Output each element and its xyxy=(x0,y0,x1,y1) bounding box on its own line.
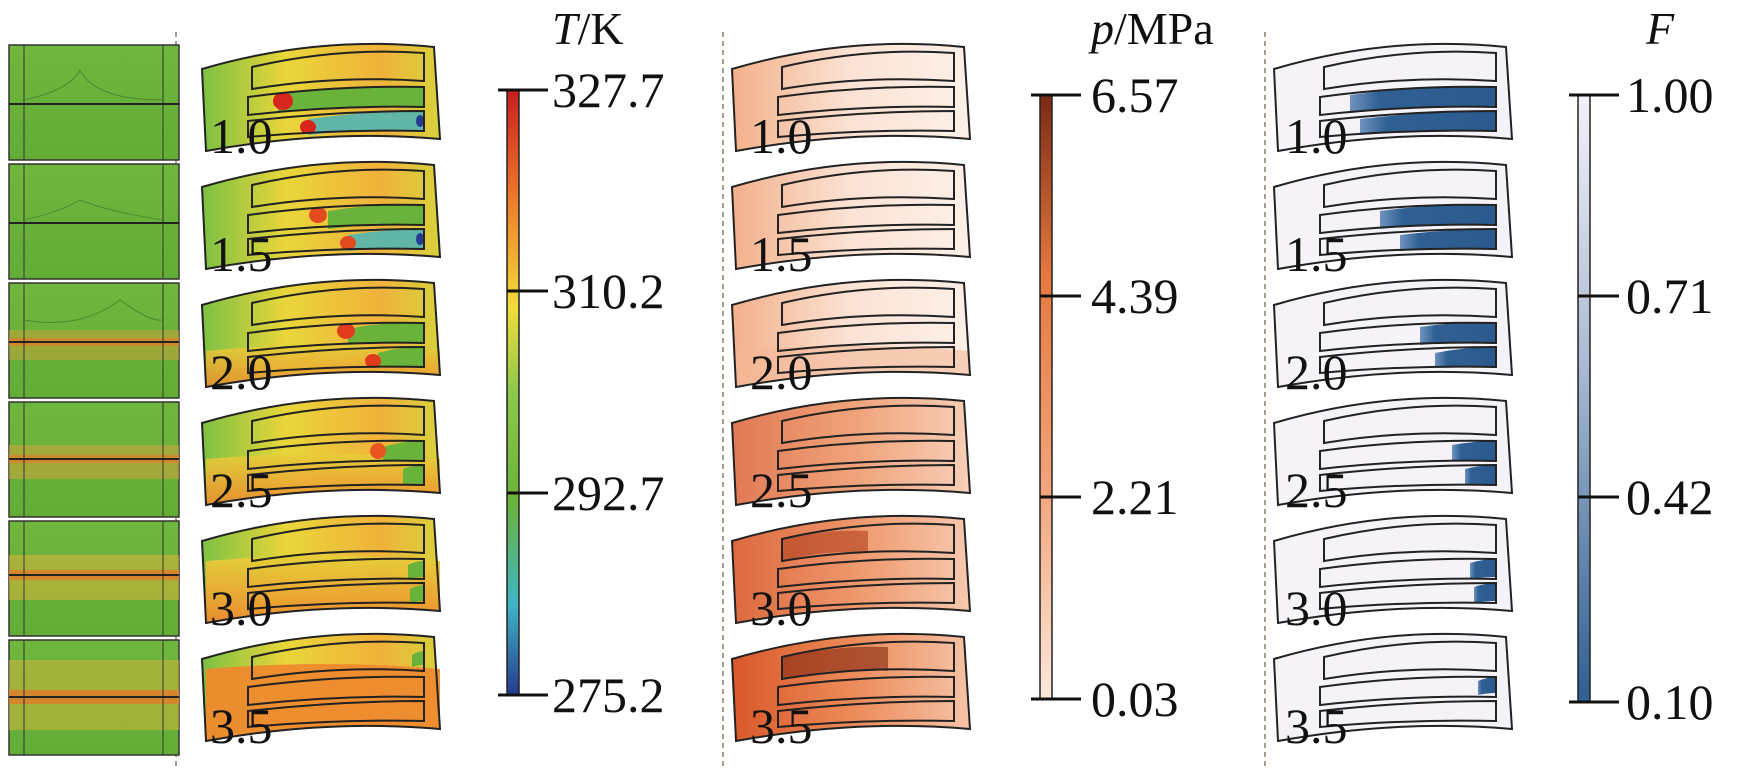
temperature-tick-1: 327.7 xyxy=(552,62,665,118)
pressure-tick-2: 4.39 xyxy=(1091,268,1179,324)
fraction-panel-label-6: 3.5 xyxy=(1285,698,1348,754)
temperature-tick-4: 275.2 xyxy=(552,667,665,723)
temperature-panel-4 xyxy=(201,396,441,506)
temperature-panel-6 xyxy=(201,632,441,742)
pressure-tick-4: 0.03 xyxy=(1091,671,1179,727)
pressure-panel-label-2: 1.5 xyxy=(750,226,813,282)
fraction-panel-label-5: 3.0 xyxy=(1285,580,1348,636)
temperature-panel-3 xyxy=(201,278,441,388)
temperature-panel-label-1: 1.0 xyxy=(210,108,273,164)
fraction-panel-label-4: 2.5 xyxy=(1285,462,1348,518)
fraction-panel-4 xyxy=(1273,396,1513,506)
pressure-panel-1 xyxy=(731,42,971,152)
fraction-panel-label-1: 1.0 xyxy=(1285,108,1348,164)
fraction-tick-3: 0.42 xyxy=(1626,469,1714,525)
temperature-panel-label-4: 2.5 xyxy=(210,462,273,518)
temperature-panels: 1.0 1.5 2.0 2.5 3.0 3.5 xyxy=(201,42,441,754)
temperature-tick-3: 292.7 xyxy=(552,465,665,521)
cross-section-6 xyxy=(8,639,180,756)
pressure-panel-5 xyxy=(731,514,971,624)
cross-section-strip xyxy=(8,44,180,756)
pressure-tick-3: 2.21 xyxy=(1091,469,1179,525)
fraction-colorbar: 1.00 0.71 0.42 0.10 F xyxy=(1569,3,1714,730)
temperature-panel-label-3: 2.0 xyxy=(210,344,273,400)
fraction-colorbar-gradient xyxy=(1577,94,1591,703)
temperature-colorbar-gradient xyxy=(506,89,520,696)
pressure-panel-3 xyxy=(731,278,971,388)
pressure-panel-label-5: 3.0 xyxy=(750,580,813,636)
pressure-panel-6 xyxy=(731,632,971,742)
fraction-tick-1: 1.00 xyxy=(1626,67,1714,123)
temperature-panel-5 xyxy=(201,514,441,624)
cross-section-2 xyxy=(8,163,180,280)
fraction-colorbar-title: F xyxy=(1645,3,1675,54)
temperature-colorbar-title: T/K xyxy=(552,3,624,54)
cross-section-4 xyxy=(8,401,180,518)
cross-section-1 xyxy=(8,44,180,161)
temperature-panel-1 xyxy=(201,42,441,152)
pressure-colorbar: 6.57 4.39 2.21 0.03 p/MPa xyxy=(1031,3,1214,727)
fraction-panel-5 xyxy=(1273,514,1513,624)
fraction-panels: 1.0 1.5 2.0 2.5 3.0 3.5 xyxy=(1273,42,1513,754)
temperature-colorbar: 327.7 310.2 292.7 275.2 T/K xyxy=(498,3,665,723)
pressure-colorbar-gradient xyxy=(1039,94,1053,700)
fraction-panel-label-2: 1.5 xyxy=(1285,226,1348,282)
fraction-panel-3 xyxy=(1273,278,1513,388)
fraction-tick-2: 0.71 xyxy=(1626,268,1714,324)
fraction-panel-label-3: 2.0 xyxy=(1285,344,1348,400)
fraction-panel-2 xyxy=(1273,160,1513,270)
fraction-tick-4: 0.10 xyxy=(1626,674,1714,730)
cross-section-5 xyxy=(8,520,180,637)
temperature-panel-label-6: 3.5 xyxy=(210,698,273,754)
pressure-panel-label-1: 1.0 xyxy=(750,108,813,164)
temperature-panel-2 xyxy=(201,160,441,270)
fraction-panel-1 xyxy=(1273,42,1513,152)
pressure-panel-4 xyxy=(731,396,971,506)
pressure-colorbar-title: p/MPa xyxy=(1088,3,1214,54)
temperature-panel-label-2: 1.5 xyxy=(210,226,273,282)
fraction-panel-6 xyxy=(1273,632,1513,742)
pressure-tick-1: 6.57 xyxy=(1091,67,1179,123)
pressure-panel-label-3: 2.0 xyxy=(750,344,813,400)
pressure-panel-label-6: 3.5 xyxy=(750,698,813,754)
pressure-panels: 1.0 1.5 2.0 2.5 3.0 3.5 xyxy=(731,42,971,754)
cross-section-3 xyxy=(8,282,180,399)
pressure-panel-label-4: 2.5 xyxy=(750,462,813,518)
pressure-panel-2 xyxy=(731,160,971,270)
temperature-panel-label-5: 3.0 xyxy=(210,580,273,636)
temperature-tick-2: 310.2 xyxy=(552,263,665,319)
